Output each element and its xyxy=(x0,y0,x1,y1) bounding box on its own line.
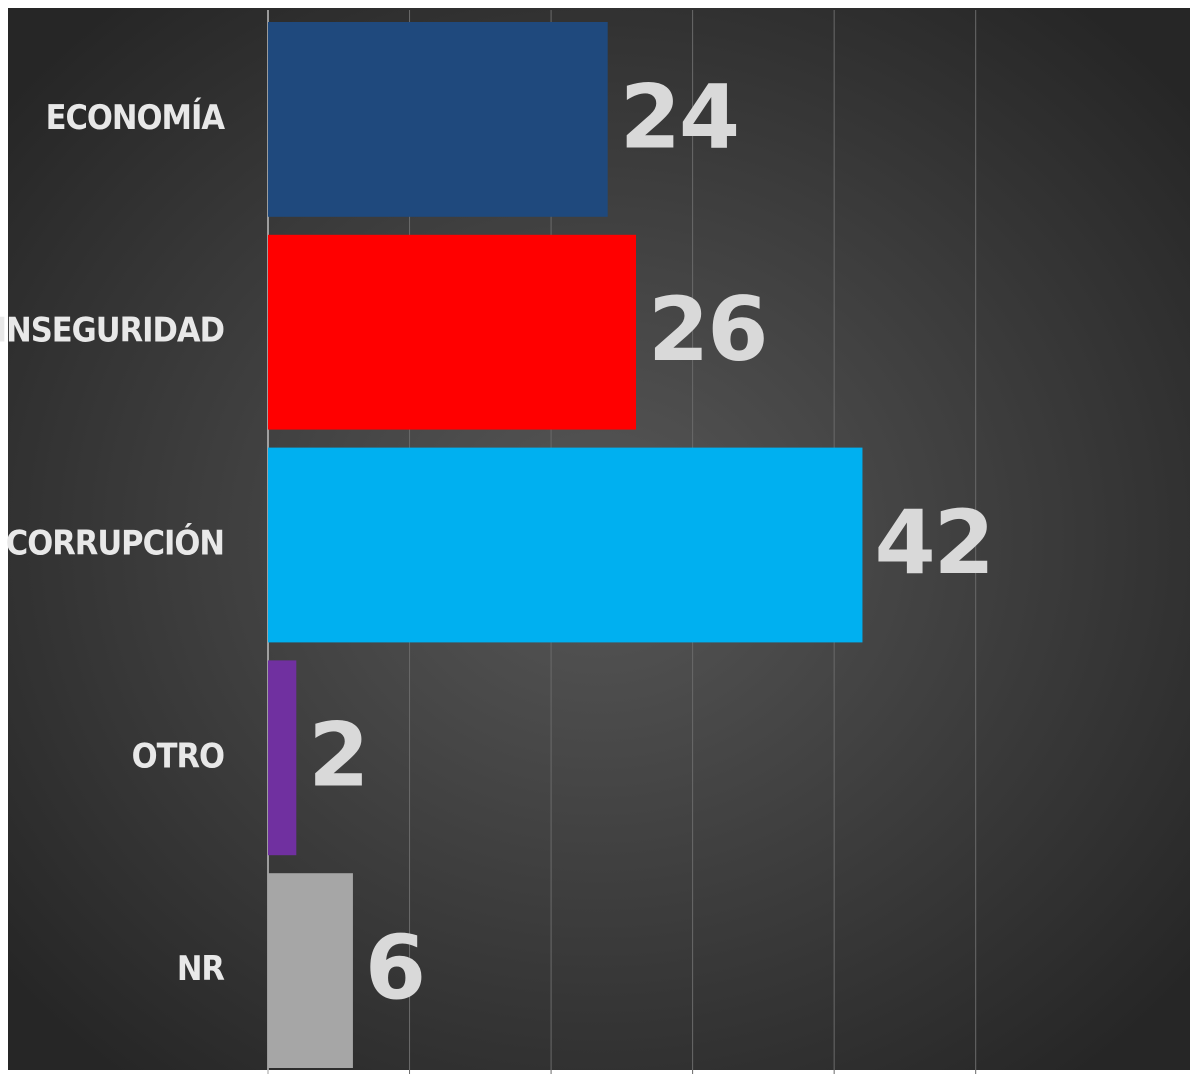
value-label: 42 xyxy=(874,491,992,594)
bar xyxy=(268,447,863,643)
value-label: 26 xyxy=(648,278,766,381)
value-label: 24 xyxy=(620,65,738,168)
bar xyxy=(268,234,636,430)
bar xyxy=(268,660,297,856)
value-label: 2 xyxy=(308,704,367,807)
y-tick-label: CORRUPCIÓN xyxy=(6,523,224,564)
value-label: 6 xyxy=(365,917,424,1020)
bar xyxy=(268,22,608,217)
y-tick-label: OTRO xyxy=(132,736,224,776)
y-tick-label: NR xyxy=(177,949,225,989)
y-tick-label: INSEGURIDAD xyxy=(0,311,224,351)
y-tick-label: ECONOMÍA xyxy=(46,97,226,138)
bar xyxy=(268,873,353,1068)
